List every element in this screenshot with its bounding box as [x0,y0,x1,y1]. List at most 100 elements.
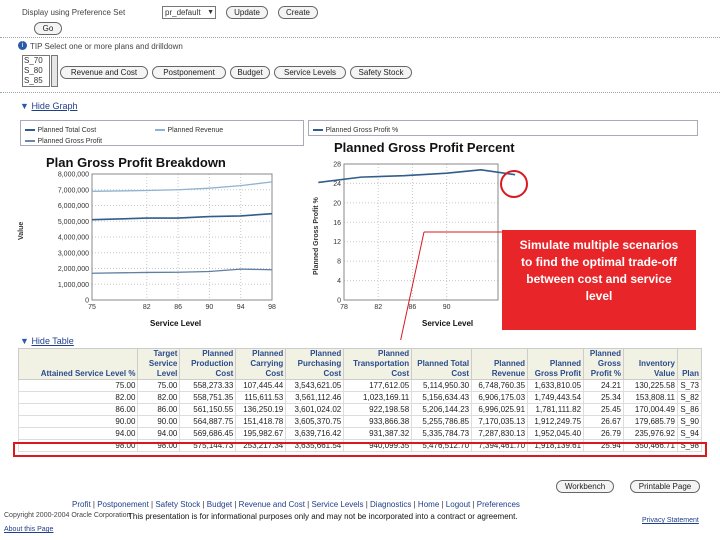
col-transportation-cost[interactable]: Planned Transportation Cost [343,348,413,380]
table-header-row: Attained Service Level % Target Service … [17,348,703,380]
x-tick-label: 94 [237,304,245,311]
table-cell: 25.34 [583,391,624,404]
table-row[interactable]: 94.00 94.00 569,686.45 195,982.67 3,639,716.… [17,427,703,440]
hide-table-link[interactable]: Hide Table [31,336,74,346]
display-label: Display using Preference Set [22,8,126,17]
y-tick-label: 16 [333,220,341,227]
plan-list-item[interactable]: S_85 [24,76,43,85]
drill-safety-stock-button[interactable]: Safety Stock [350,66,412,79]
col-plan[interactable]: Plan [676,348,703,380]
x-tick-label: 86 [409,304,417,311]
table-cell: 115,611.53 [235,391,287,404]
table-cell: 3,605,370.75 [285,415,345,428]
col-total-cost[interactable]: Planned Total Cost [411,348,473,380]
go-button[interactable]: Go [34,22,62,35]
table-cell: S_86 [676,403,703,416]
privacy-statement-link[interactable]: Privacy Statement [642,517,699,524]
col-purchasing-cost[interactable]: Planned Purchasing Cost [285,348,345,380]
copyright-text: Copyright 2000-2004 Oracle Corporation [4,512,131,519]
table-cell: 1,952,045.40 [527,427,585,440]
col-attained-service[interactable]: Attained Service Level % [17,348,139,380]
footer-link-profit[interactable]: Profit [72,500,91,509]
footer-link-postponement[interactable]: Postponement [97,500,149,509]
table-row[interactable]: 82.00 82.00 558,751.35 115,611.53 3,561,112.… [17,391,703,404]
x-tick-label: 86 [174,304,182,311]
right-ylabel: Planned Gross Profit % [313,197,320,275]
scrollbar[interactable] [51,55,58,87]
table-cell: 90.00 [137,415,181,428]
table-cell: 151,418.78 [235,415,287,428]
col-inventory-value[interactable]: Inventory Value [623,348,678,380]
hide-graph-link[interactable]: Hide Graph [31,101,78,111]
legend-label: Planned Gross Profit % [325,127,399,134]
footer-link-safety-stock[interactable]: Safety Stock [155,500,201,509]
table-cell: 561,150.55 [179,403,237,416]
series-line [91,268,273,274]
table-cell: 25.45 [583,403,624,416]
table-row[interactable]: 75.00 75.00 558,273.33 107,445.44 3,543,621.… [17,379,703,392]
x-tick-label: 75 [88,304,96,311]
pointer-line [400,231,425,340]
x-tick-label: 82 [374,304,382,311]
footer-link-budget[interactable]: Budget [206,500,233,509]
table-cell: 82.00 [17,391,139,404]
series-line [91,212,273,221]
table-row[interactable]: 90.00 90.00 564,887.75 151,418.78 3,605,370.… [17,415,703,428]
footer-link-logout[interactable]: Logout [445,500,471,509]
tip-text: TIP Select one or more plans and drilldo… [30,42,183,51]
footer-link-diagnostics[interactable]: Diagnostics [370,500,412,509]
update-button[interactable]: Update [226,6,268,19]
y-tick-label: 28 [333,162,341,169]
col-revenue[interactable]: Planned Revenue [471,348,529,380]
plan-list-item[interactable]: S_80 [24,66,43,75]
chevron-down-icon: ▼ [207,9,214,16]
y-tick-label: 1,000,000 [58,282,89,289]
footer-link-revenue-cost[interactable]: Revenue and Cost [238,500,305,509]
table-cell: 75.00 [137,379,181,392]
charts-canvas: 0 1,000,000 2,000,000 3,000,000 4,000,000 5,0… [58,162,528,340]
preference-select[interactable]: pr_default ▼ [162,6,216,19]
x-tick-label: 78 [340,304,348,311]
table-cell: 6,996,025.91 [471,403,529,416]
table-cell: 3,639,716.42 [285,427,345,440]
col-target-service[interactable]: Target Service Level [137,348,181,380]
table-cell: 136,250.19 [235,403,287,416]
plan-listbox[interactable]: S_70 S_80 S_85 [22,55,50,87]
footer-link-home[interactable]: Home [417,500,440,509]
y-tick-label: 12 [333,239,341,246]
hide-table-toggle[interactable]: ▼ Hide Table [20,336,74,346]
col-carrying-cost[interactable]: Planned Carrying Cost [235,348,287,380]
y-tick-label: 0 [85,298,89,305]
table-cell: 170,004.49 [623,403,678,416]
printable-page-button[interactable]: Printable Page [630,480,700,493]
table-cell: 3,561,112.46 [285,391,345,404]
y-tick-label: 8,000,000 [58,172,89,179]
col-production-cost[interactable]: Planned Production Cost [179,348,237,380]
table-cell: 1,749,443.54 [527,391,585,404]
table-cell: 5,114,950.30 [411,379,473,392]
drill-service-levels-button[interactable]: Service Levels [274,66,346,79]
create-button[interactable]: Create [278,6,318,19]
footer-link-preferences[interactable]: Preferences [476,500,520,509]
drill-budget-button[interactable]: Budget [230,66,270,79]
footer-link-service-levels[interactable]: Service Levels [311,500,364,509]
workbench-button[interactable]: Workbench [556,480,614,493]
drill-revenue-cost-button[interactable]: Revenue and Cost [60,66,148,79]
drill-postponement-button[interactable]: Postponement [152,66,226,79]
table-row[interactable]: 86.00 86.00 561,150.55 136,250.19 3,601,024.… [17,403,703,416]
table-cell: 86.00 [17,403,139,416]
left-chart-title: Plan Gross Profit Breakdown [46,155,226,170]
table-cell: 931,387.32 [343,427,413,440]
y-tick-label: 20 [333,200,341,207]
triangle-down-icon: ▼ [20,101,29,111]
table-cell: 82.00 [137,391,181,404]
hide-graph-toggle[interactable]: ▼ Hide Graph [20,101,77,111]
plan-list-item[interactable]: S_70 [24,56,43,65]
series-line [318,169,516,184]
legend-swatch [155,128,165,131]
y-tick-label: 5,000,000 [58,219,89,226]
y-tick-label: 4 [337,278,341,285]
col-gross-profit[interactable]: Planned Gross Profit [527,348,585,380]
col-gross-profit-pct[interactable]: Planned Gross Profit % [583,348,624,380]
about-page-link[interactable]: About this Page [4,526,54,533]
